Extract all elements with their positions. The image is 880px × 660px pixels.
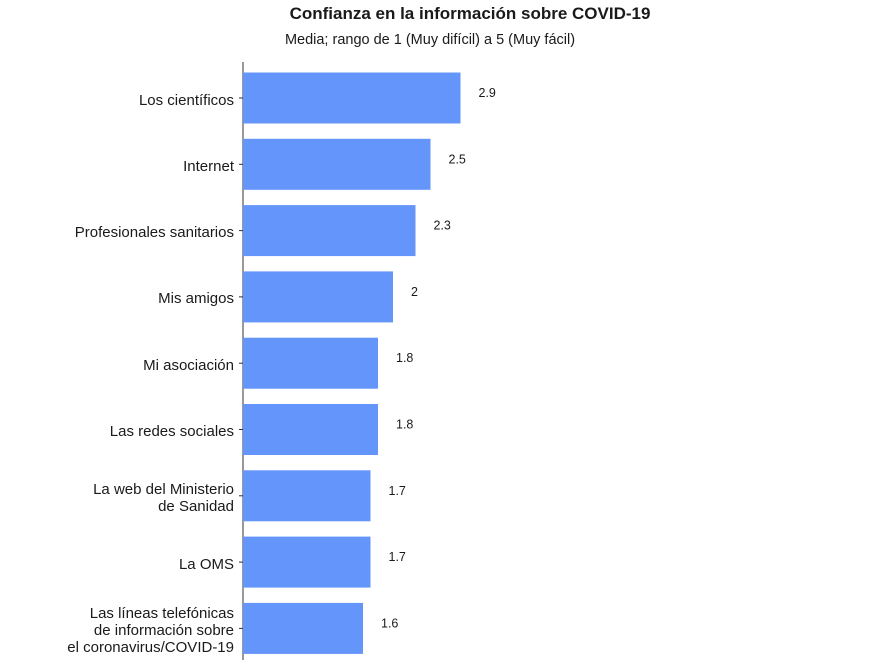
y-tick-label: Mis amigos (158, 290, 234, 308)
bar (243, 72, 461, 124)
y-tick-label: La OMS (178, 555, 234, 573)
y-tick-label: Mi asociación (143, 356, 234, 374)
y-tick-label: Los científicos (138, 91, 234, 109)
bar (243, 337, 378, 389)
data-label: 2.3 (434, 219, 451, 233)
data-label: 2.9 (479, 86, 496, 100)
data-label: 1.8 (396, 418, 413, 432)
y-tick-label: Las redes sociales (109, 423, 234, 440)
chart-title: Confianza en la información sobre COVID-… (289, 4, 651, 23)
bar (243, 138, 431, 190)
bar (243, 404, 378, 455)
y-tick-label: Las líneas telefónicas de información so… (67, 604, 234, 656)
y-tick-label: La web del Ministerio de Sanidad (93, 480, 234, 515)
y-tick-label: Profesionales sanitarios (74, 224, 234, 242)
bar (243, 536, 371, 588)
data-label: 1.7 (389, 550, 406, 564)
data-label: 2 (411, 285, 418, 299)
data-label: 1.8 (396, 351, 413, 365)
bar (243, 470, 371, 522)
y-tick-label: Internet (183, 157, 234, 175)
bar (243, 205, 416, 257)
data-label: 1.7 (389, 484, 406, 498)
data-label: 1.6 (381, 616, 398, 630)
bar (243, 602, 363, 654)
bar (243, 271, 393, 323)
chart-subtitle: Media; rango de 1 (Muy difícil) a 5 (Muy… (284, 32, 576, 48)
data-label: 2.5 (449, 152, 466, 166)
